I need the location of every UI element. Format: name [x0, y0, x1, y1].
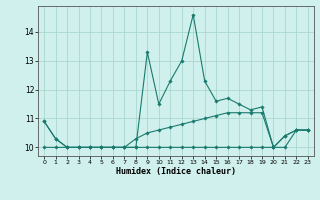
X-axis label: Humidex (Indice chaleur): Humidex (Indice chaleur)	[116, 167, 236, 176]
